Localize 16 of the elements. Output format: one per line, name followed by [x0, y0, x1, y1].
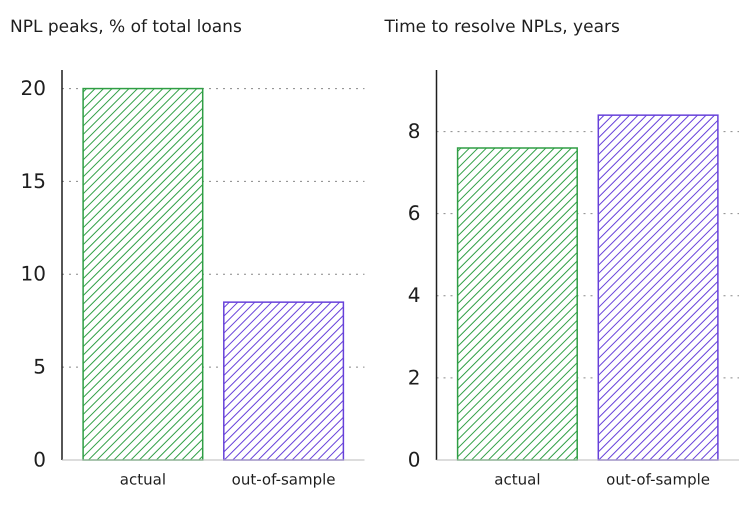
x-tick-label: out-of-sample: [606, 470, 710, 489]
y-tick-label: 0: [408, 447, 420, 472]
y-tick-label: 5: [33, 354, 46, 379]
x-tick-label: out-of-sample: [232, 470, 336, 489]
chart-title: Time to resolve NPLs, years: [384, 17, 620, 37]
x-tick-label: actual: [494, 470, 540, 489]
y-tick-label: 20: [20, 76, 46, 100]
chart-title: NPL peaks, % of total loans: [10, 17, 242, 37]
y-tick-label: 4: [408, 283, 420, 308]
y-tick-label: 2: [408, 365, 420, 390]
y-tick-label: 6: [408, 201, 420, 226]
y-tick-label: 8: [408, 118, 420, 143]
y-tick-label: 15: [20, 168, 46, 193]
y-tick-label: 0: [33, 447, 46, 472]
x-tick-label: actual: [120, 470, 166, 489]
y-tick-label: 10: [20, 262, 46, 286]
